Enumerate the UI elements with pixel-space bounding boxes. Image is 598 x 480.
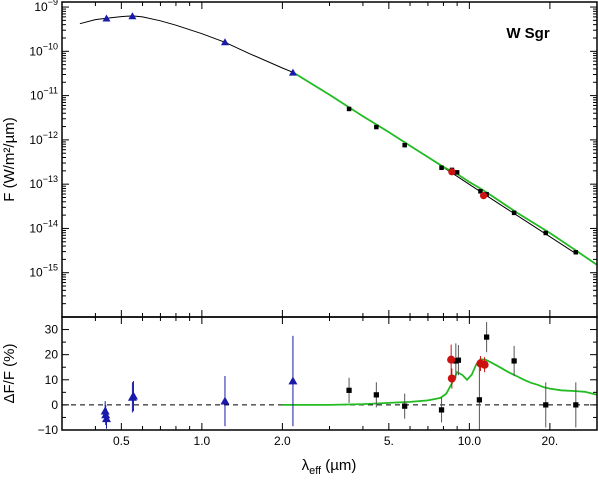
y-tick-exponent: −9 xyxy=(48,0,58,7)
residual-panel-frame xyxy=(61,316,598,431)
wavelength-axis-label: λeff (µm) xyxy=(302,457,357,477)
y-tick-base: 10 xyxy=(29,133,43,147)
triangle-marker xyxy=(220,38,229,46)
square-marker xyxy=(511,358,517,364)
square-marker xyxy=(455,357,462,363)
x-tick-label: 20. xyxy=(542,434,559,448)
flux-plot-content xyxy=(79,12,597,266)
square-marker xyxy=(438,407,445,413)
y-tick-exponent: −15 xyxy=(43,263,58,273)
x-tick-label: 2.0 xyxy=(274,434,291,448)
y-tick-exponent: −11 xyxy=(43,86,58,96)
y-tick-label: 0 xyxy=(51,398,58,412)
square-marker xyxy=(543,230,549,236)
dust-model-line xyxy=(293,71,597,266)
y-tick-label: 10−13 xyxy=(29,174,58,191)
y-tick-base: 10 xyxy=(29,44,43,58)
y-tick-label: 10−12 xyxy=(29,130,58,147)
triangle-marker xyxy=(100,406,110,415)
y-tick-label: 10−10 xyxy=(29,41,58,58)
triangle-marker xyxy=(220,396,230,405)
wavelength-subscript: eff xyxy=(309,465,322,477)
y-tick-base: 10 xyxy=(29,266,43,280)
triangle-marker xyxy=(102,14,111,22)
photospheric-model-line xyxy=(79,15,577,255)
y-tick-label: 20 xyxy=(45,348,59,362)
residual-axis-ticks: 0.5 1.0 2.0 5. 10.0 20. −10 0 10 20 30 xyxy=(38,316,598,448)
y-tick-exponent: −13 xyxy=(43,174,58,184)
triangle-marker xyxy=(101,410,111,419)
square-marker xyxy=(511,210,517,216)
y-tick-exponent: −14 xyxy=(43,218,58,228)
residual-axis-label: ΔF/F (%) xyxy=(1,343,18,403)
circle-marker xyxy=(480,360,489,369)
square-marker xyxy=(478,189,483,194)
y-tick-label: 30 xyxy=(45,323,59,337)
square-marker xyxy=(402,403,408,409)
circle-marker xyxy=(479,192,488,200)
square-marker xyxy=(573,249,579,255)
residual-plot-content xyxy=(62,322,597,430)
square-marker xyxy=(373,392,379,398)
triangle-marker xyxy=(128,391,138,400)
x-tick-label: 0.5 xyxy=(113,434,130,448)
y-tick-label: 10 xyxy=(45,373,59,387)
y-tick-label: 10−15 xyxy=(29,263,58,280)
square-marker xyxy=(476,397,483,403)
square-marker xyxy=(573,402,579,408)
y-tick-label: 10−11 xyxy=(30,86,58,103)
star-name-label: W Sgr xyxy=(506,25,549,42)
wavelength-symbol: λ xyxy=(302,457,310,474)
y-tick-base: 10 xyxy=(29,221,43,235)
x-tick-label: 1.0 xyxy=(194,434,211,448)
flux-axis-label: F (W/m²/µm) xyxy=(1,117,18,201)
y-tick-label: 10−9 xyxy=(34,0,58,14)
x-tick-label: 10.0 xyxy=(458,434,482,448)
y-tick-label: −10 xyxy=(38,423,59,437)
y-tick-base: 10 xyxy=(30,89,44,103)
y-tick-base: 10 xyxy=(34,0,48,14)
square-marker xyxy=(439,165,444,170)
square-marker xyxy=(346,106,352,112)
square-marker xyxy=(543,402,549,408)
square-marker xyxy=(374,124,379,130)
circle-marker xyxy=(447,374,456,383)
flux-panel-frame xyxy=(61,1,598,318)
x-tick-label: 5. xyxy=(384,434,394,448)
y-tick-base: 10 xyxy=(29,177,43,191)
square-marker xyxy=(483,334,490,340)
y-tick-label: 10−14 xyxy=(29,218,58,235)
triangle-marker xyxy=(128,12,137,20)
triangle-marker xyxy=(288,376,298,385)
circle-marker xyxy=(447,355,456,364)
residual-model-line xyxy=(282,358,597,406)
residual-panel: 0.5 1.0 2.0 5. 10.0 20. −10 0 10 20 30 ΔF/F (%) λe… xyxy=(1,316,598,477)
triangle-marker xyxy=(101,414,111,423)
y-tick-exponent: −12 xyxy=(43,130,58,140)
square-marker xyxy=(402,142,407,148)
square-marker xyxy=(454,170,460,175)
triangle-marker xyxy=(288,68,297,76)
wavelength-unit: (µm) xyxy=(321,457,356,474)
y-tick-exponent: −10 xyxy=(43,41,58,51)
circle-marker xyxy=(448,168,456,176)
square-marker xyxy=(346,387,352,393)
